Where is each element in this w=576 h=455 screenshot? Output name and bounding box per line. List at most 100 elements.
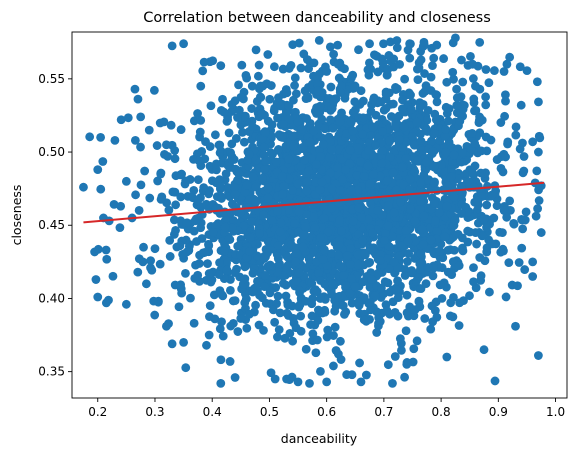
data-point bbox=[189, 186, 199, 195]
y-tick-label: 0.40 bbox=[38, 291, 65, 305]
data-point bbox=[499, 67, 509, 76]
data-point bbox=[121, 176, 131, 186]
data-point bbox=[474, 118, 484, 127]
data-point bbox=[165, 236, 175, 245]
data-point bbox=[239, 137, 249, 147]
data-point bbox=[327, 104, 336, 114]
data-point bbox=[442, 77, 452, 87]
data-point bbox=[274, 145, 283, 154]
data-point bbox=[312, 109, 321, 118]
data-point bbox=[335, 261, 345, 271]
data-point bbox=[327, 279, 337, 289]
data-point bbox=[284, 64, 294, 73]
data-point bbox=[388, 378, 397, 388]
y-axis-label: closeness bbox=[9, 185, 24, 246]
data-point bbox=[410, 216, 420, 226]
data-point bbox=[515, 62, 525, 72]
data-point bbox=[356, 212, 366, 222]
data-point bbox=[283, 252, 292, 262]
data-point bbox=[432, 90, 441, 100]
data-point bbox=[363, 161, 373, 171]
data-point bbox=[383, 201, 393, 211]
data-point bbox=[509, 219, 519, 229]
data-point bbox=[300, 222, 310, 231]
data-point bbox=[341, 281, 351, 290]
data-point bbox=[533, 147, 543, 157]
data-point bbox=[331, 301, 341, 311]
data-point bbox=[228, 223, 237, 233]
data-point bbox=[358, 96, 368, 106]
data-point bbox=[416, 177, 425, 187]
data-point bbox=[469, 182, 479, 192]
data-point bbox=[189, 226, 199, 236]
data-point bbox=[345, 289, 355, 298]
data-point bbox=[364, 145, 373, 155]
data-point bbox=[393, 276, 402, 286]
data-point bbox=[333, 163, 342, 173]
data-point bbox=[394, 111, 404, 121]
data-point bbox=[203, 259, 212, 269]
data-point bbox=[193, 109, 203, 118]
data-point bbox=[291, 323, 301, 333]
data-point bbox=[176, 280, 186, 290]
data-point bbox=[193, 213, 203, 223]
data-point bbox=[116, 115, 126, 125]
data-point bbox=[451, 33, 460, 43]
data-point bbox=[342, 193, 352, 203]
data-point bbox=[326, 82, 336, 92]
data-point bbox=[319, 245, 329, 255]
data-point bbox=[261, 156, 271, 166]
data-point bbox=[141, 279, 151, 289]
data-point bbox=[347, 274, 357, 284]
data-point bbox=[395, 334, 405, 344]
data-point bbox=[263, 50, 273, 59]
data-point bbox=[248, 122, 257, 132]
x-tick-label: 1.0 bbox=[546, 405, 565, 419]
data-point bbox=[273, 113, 282, 123]
data-point bbox=[353, 143, 363, 153]
data-point bbox=[363, 214, 373, 224]
data-point bbox=[358, 236, 368, 246]
data-point bbox=[522, 66, 532, 75]
data-point bbox=[167, 41, 177, 51]
data-point bbox=[346, 117, 356, 127]
data-point bbox=[353, 185, 362, 195]
data-point bbox=[316, 294, 325, 303]
data-point bbox=[331, 346, 341, 355]
data-point bbox=[239, 112, 249, 122]
data-point bbox=[354, 45, 363, 55]
data-point bbox=[378, 58, 388, 68]
data-point bbox=[200, 248, 210, 257]
data-point bbox=[388, 168, 398, 178]
data-point bbox=[283, 261, 293, 271]
data-point bbox=[400, 372, 409, 382]
data-point bbox=[182, 218, 192, 228]
data-point bbox=[257, 109, 266, 119]
data-point bbox=[228, 215, 238, 225]
data-point bbox=[198, 66, 208, 76]
data-point bbox=[255, 229, 264, 238]
data-point bbox=[302, 114, 311, 123]
data-point bbox=[133, 94, 143, 104]
data-point bbox=[358, 113, 368, 123]
data-point bbox=[314, 36, 324, 45]
data-point bbox=[315, 101, 325, 111]
data-point bbox=[205, 301, 215, 311]
data-point bbox=[479, 215, 489, 224]
data-point bbox=[382, 176, 392, 186]
data-point bbox=[181, 269, 190, 278]
data-point bbox=[290, 218, 300, 228]
data-point bbox=[449, 74, 458, 84]
data-point bbox=[230, 268, 240, 277]
data-point bbox=[216, 182, 225, 192]
data-point bbox=[205, 142, 215, 151]
data-point bbox=[284, 174, 294, 184]
data-point bbox=[136, 180, 146, 190]
data-point bbox=[263, 183, 273, 193]
data-point bbox=[419, 37, 429, 47]
data-point bbox=[312, 287, 322, 297]
data-point bbox=[377, 283, 386, 293]
data-point bbox=[397, 345, 406, 355]
data-point bbox=[269, 62, 279, 72]
data-point bbox=[498, 228, 507, 238]
